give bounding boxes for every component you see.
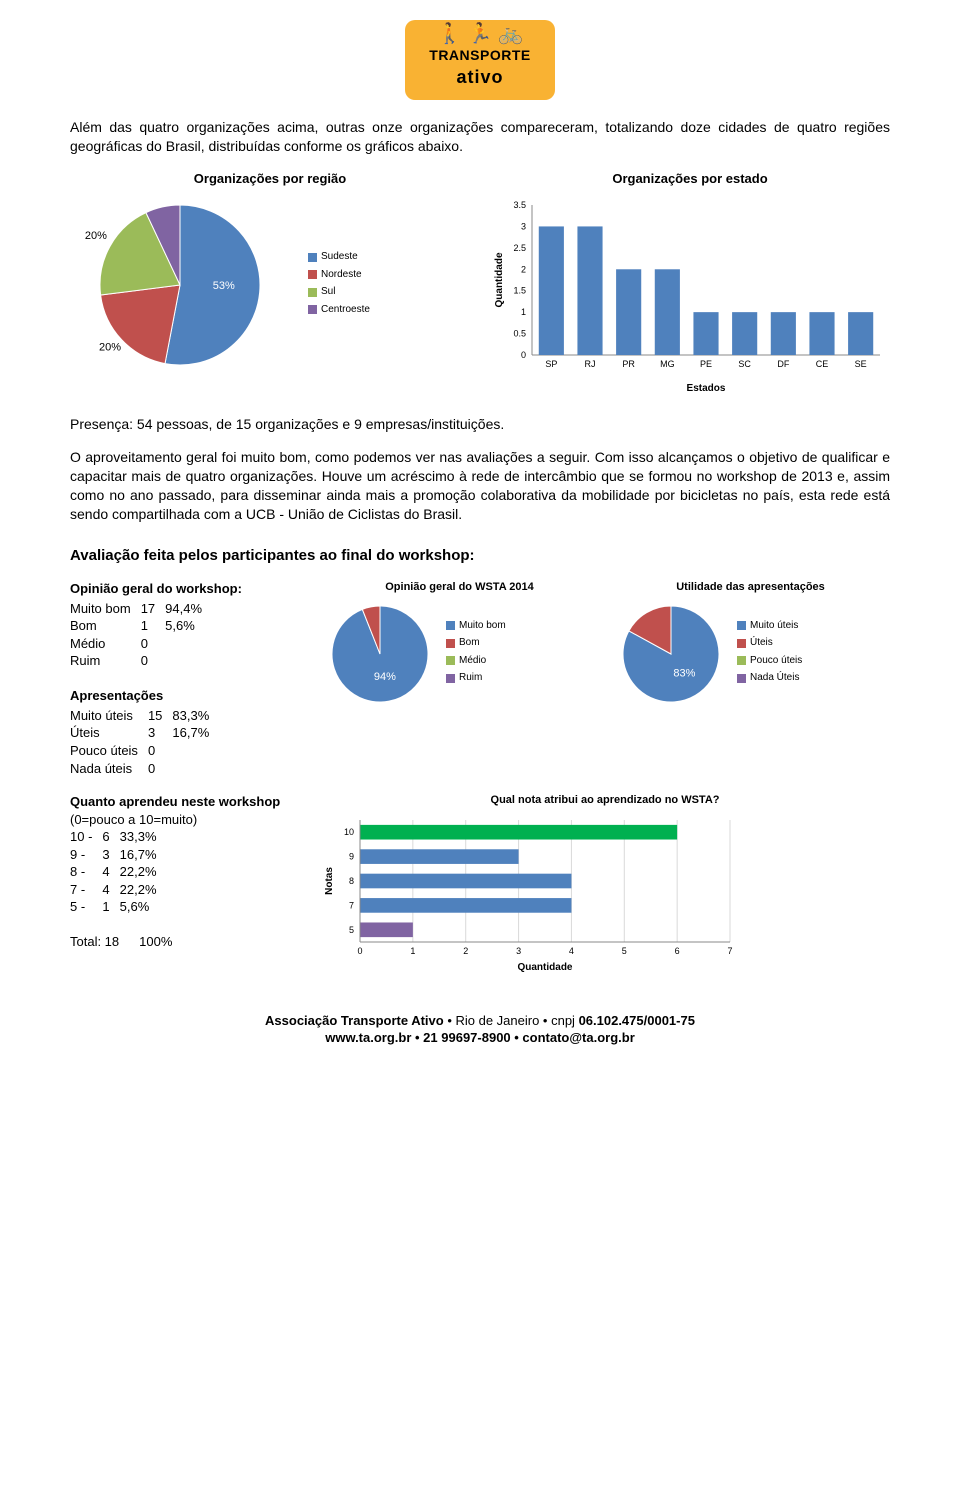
logo: 🚶 🏃 🚲 TRANSPORTE ativo [70, 20, 890, 100]
svg-text:2: 2 [521, 265, 526, 275]
svg-text:7: 7 [349, 900, 354, 910]
svg-text:CE: CE [816, 359, 829, 369]
bar-learn-svg: 0 1 2 3 4 5 6 7 10 9 8 7 5 Quantidade Notas [320, 812, 740, 972]
footer-loc: • Rio de Janeiro • cnpj [444, 1013, 579, 1028]
svg-text:Estados: Estados [687, 383, 726, 394]
svg-text:Notas: Notas [324, 867, 335, 895]
bar-state-title: Organizações por estado [490, 170, 890, 188]
svg-text:SC: SC [738, 359, 751, 369]
svg-text:DF: DF [777, 359, 789, 369]
svg-text:MG: MG [660, 359, 675, 369]
svg-text:1: 1 [521, 307, 526, 317]
logo-line2: ativo [413, 65, 547, 89]
pie-opinion-chart: Opinião geral do WSTA 2014 94%6% Muito b… [320, 580, 599, 777]
pie-opinion-title: Opinião geral do WSTA 2014 [320, 580, 599, 595]
bar-learn-title: Qual nota atribui ao aprendizado no WSTA… [320, 793, 890, 808]
learn-header: Quanto aprendeu neste workshop (0=pouco … [70, 793, 300, 828]
svg-text:1: 1 [410, 946, 415, 956]
svg-text:PE: PE [700, 359, 712, 369]
present-table: Muito úteis1583,3%Úteis316,7%Pouco úteis… [70, 707, 219, 777]
svg-text:94%: 94% [374, 671, 396, 683]
eval-block-2: Quanto aprendeu neste workshop (0=pouco … [70, 793, 890, 972]
learn-total: Total: 18100% [70, 933, 182, 951]
svg-text:20%: 20% [99, 342, 121, 354]
eval-text-2: Quanto aprendeu neste workshop (0=pouco … [70, 793, 300, 972]
logo-icons: 🚶 🏃 🚲 [413, 24, 547, 44]
svg-text:3: 3 [516, 946, 521, 956]
footer-org: Associação Transporte Ativo [265, 1013, 444, 1028]
pie-opinion-svg: 94%6% [320, 599, 440, 709]
pie-region-title: Organizações por região [70, 170, 470, 188]
svg-text:PR: PR [622, 359, 635, 369]
pie-region-chart: Organizações por região 53%20%20%7% Sude… [70, 170, 470, 396]
svg-text:2: 2 [463, 946, 468, 956]
svg-text:1.5: 1.5 [513, 286, 526, 296]
svg-text:0: 0 [357, 946, 362, 956]
eval-pies: Opinião geral do WSTA 2014 94%6% Muito b… [320, 580, 890, 777]
bar-learn-chart: Qual nota atribui ao aprendizado no WSTA… [320, 793, 890, 972]
pie-util-title: Utilidade das apresentações [611, 580, 890, 595]
eval-text-1: Opinião geral do workshop: Muito bom1794… [70, 580, 300, 777]
intro-paragraph-1: Além das quatro organizações acima, outr… [70, 118, 890, 156]
svg-text:10: 10 [344, 827, 354, 837]
svg-text:SE: SE [855, 359, 867, 369]
svg-text:Quantidade: Quantidade [517, 962, 572, 972]
summary-paragraph: O aproveitamento geral foi muito bom, co… [70, 448, 890, 524]
footer-cnpj: 06.102.475/0001-75 [579, 1013, 695, 1028]
svg-text:9: 9 [349, 851, 354, 861]
svg-text:0: 0 [521, 350, 526, 360]
pie-region-legend: SudesteNordesteSulCentroeste [308, 250, 370, 320]
pie-util-svg: 83% 17% [611, 599, 731, 709]
opinion-table: Muito bom1794,4%Bom15,6%Médio0Ruim0 [70, 600, 212, 670]
svg-text:7: 7 [727, 946, 732, 956]
svg-text:3: 3 [521, 222, 526, 232]
svg-text:53%: 53% [213, 280, 235, 292]
svg-text:RJ: RJ [585, 359, 596, 369]
logo-line1: TRANSPORTE [413, 46, 547, 65]
learn-table: 10 -633,3%9 -316,7%8 -422,2%7 -422,2%5 -… [70, 828, 167, 916]
footer: Associação Transporte Ativo • Rio de Jan… [70, 1012, 890, 1047]
svg-text:83%: 83% [673, 668, 695, 680]
opinion-header: Opinião geral do workshop: [70, 580, 300, 598]
eval-block-1: Opinião geral do workshop: Muito bom1794… [70, 580, 890, 777]
pie-util-chart: Utilidade das apresentações 83% 17% Muito… [611, 580, 890, 777]
svg-text:0.5: 0.5 [513, 329, 526, 339]
svg-text:Quantidade: Quantidade [494, 252, 505, 307]
svg-text:SP: SP [545, 359, 557, 369]
svg-text:5: 5 [349, 925, 354, 935]
pie-opinion-legend: Muito bomBomMédioRuim [446, 619, 506, 689]
charts-row-1: Organizações por região 53%20%20%7% Sude… [70, 170, 890, 396]
bar-state-svg: 0 0.5 1 1.5 2 2.5 3 3.5 SP RJ PR MG PE SC DF CE SE Estado… [490, 195, 890, 395]
svg-text:3.5: 3.5 [513, 200, 526, 210]
svg-text:8: 8 [349, 876, 354, 886]
present-header: Apresentações [70, 687, 300, 705]
footer-contact: www.ta.org.br • 21 99697-8900 • contato@… [325, 1030, 635, 1045]
svg-text:20%: 20% [85, 230, 107, 242]
presence-paragraph: Presença: 54 pessoas, de 15 organizações… [70, 415, 890, 434]
svg-text:2.5: 2.5 [513, 243, 526, 253]
svg-text:4: 4 [569, 946, 574, 956]
svg-text:17%: 17% [627, 599, 649, 602]
eval-section-title: Avaliação feita pelos participantes ao f… [70, 546, 890, 566]
pie-region-svg: 53%20%20%7% [70, 195, 300, 375]
pie-util-legend: Muito úteisÚteisPouco úteisNada Úteis [737, 619, 802, 689]
svg-text:6: 6 [675, 946, 680, 956]
svg-text:5: 5 [622, 946, 627, 956]
bar-state-chart: Organizações por estado 0 0.5 1 1.5 2 2.5 3 3.5… [490, 170, 890, 396]
